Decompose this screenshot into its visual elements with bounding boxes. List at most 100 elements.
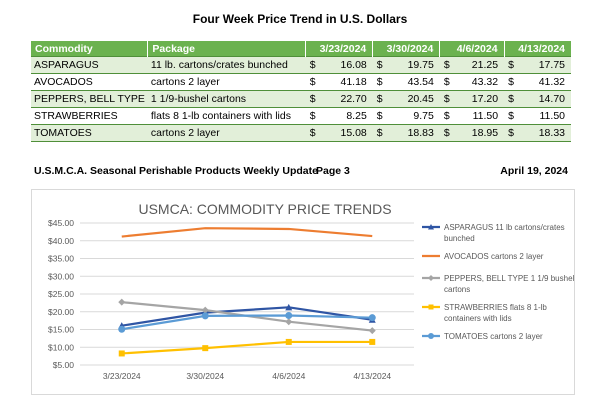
legend-marker [428,333,434,339]
publication-title: U.S.M.C.A. Seasonal Perishable Products … [34,165,318,177]
header-date: 3/23/2024 [305,41,373,57]
currency-symbol: $ [504,73,524,91]
x-tick-label: 4/6/2024 [272,371,305,381]
price-table: Commodity Package 3/23/2024 3/30/2024 4/… [31,41,571,142]
data-point [118,298,126,306]
publication-date: April 19, 2024 [500,165,568,177]
legend-entry: ASPARAGUS 11 lb cartons/crates bunched [444,223,565,243]
currency-symbol: $ [305,107,326,125]
data-point [285,338,292,345]
price-cell: 17.75 [523,56,571,74]
price-cell: 18.33 [523,124,571,142]
package-cell: cartons 2 layer [147,124,306,142]
price-cell: 18.95 [458,124,505,142]
package-cell: cartons 2 layer [147,73,306,91]
price-cell: 43.32 [458,73,505,91]
y-tick-label: $15.00 [48,325,74,335]
currency-symbol: $ [439,90,459,108]
series-line [121,227,373,238]
y-tick-label: $25.00 [48,289,74,299]
currency-symbol: $ [305,73,326,91]
y-tick-label: $35.00 [48,254,74,264]
currency-symbol: $ [372,124,393,142]
table-header-row: Commodity Package 3/23/2024 3/30/2024 4/… [31,41,571,57]
chart-canvas: USMCA: COMMODITY PRICE TRENDS $5.00 $10.00… [48,201,574,381]
table-row: PEPPERS, BELL TYPE 1 1/9-bushel cartons … [31,90,571,108]
y-tick-label: $30.00 [48,271,74,281]
table-row: AVOCADOS cartons 2 layer $ 41.18 $ 43.54… [31,73,571,91]
legend-marker [428,224,434,230]
currency-symbol: $ [305,90,326,108]
currency-symbol: $ [504,124,524,142]
header-commodity: Commodity [31,41,148,57]
table-row: STRAWBERRIES flats 8 1-lb containers wit… [31,107,571,125]
price-cell: 20.45 [392,90,440,108]
data-point [118,325,126,333]
y-tick-label: $40.00 [48,236,74,246]
data-point [202,345,209,352]
series-line [121,314,373,331]
data-point [201,312,209,320]
y-tick-label: $10.00 [48,342,74,352]
price-cell: 16.08 [325,56,373,74]
chart-title: USMCA: COMMODITY PRICE TRENDS [138,201,391,217]
currency-symbol: $ [439,107,459,125]
header-date: 4/13/2024 [503,41,571,57]
package-cell: 11 lb. cartons/crates bunched [147,56,306,74]
x-tick-label: 4/13/2024 [353,371,391,381]
y-tick-label: $45.00 [48,218,74,228]
series-line [121,306,373,327]
package-cell: 1 1/9-bushel cartons [147,90,306,108]
page-number: Page 3 [316,165,350,177]
data-point [201,306,209,314]
legend-entry: TOMATOES cartons 2 layer [444,332,543,341]
series-line [121,340,373,355]
table-row: TOMATOES cartons 2 layer $ 15.08 $ 18.83… [31,124,571,142]
commodity-cell: STRAWBERRIES [31,107,148,125]
currency-symbol: $ [372,107,393,125]
x-tick-label: 3/30/2024 [186,371,224,381]
commodity-cell: AVOCADOS [31,73,148,91]
price-cell: 17.20 [458,90,505,108]
price-trend-chart: USMCA: COMMODITY PRICE TRENDS $5.00 $10.00… [31,189,575,395]
price-cell: 8.25 [325,107,373,125]
commodity-cell: TOMATOES [31,124,148,142]
currency-symbol: $ [372,73,393,91]
legend-entry: AVOCADOS cartons 2 layer [444,252,544,261]
currency-symbol: $ [504,56,524,74]
y-tick-label: $20.00 [48,307,74,317]
data-point [368,327,376,335]
price-cell: 14.70 [523,90,571,108]
data-point [118,350,125,357]
currency-symbol: $ [439,56,459,74]
data-point [285,303,293,311]
header-package: Package [147,41,306,57]
price-cell: 18.83 [392,124,440,142]
currency-symbol: $ [439,73,459,91]
legend-marker [428,275,434,281]
header-date: 3/30/2024 [372,41,440,57]
y-tick-label: $5.00 [53,360,75,370]
currency-symbol: $ [439,124,459,142]
commodity-cell: PEPPERS, BELL TYPE [31,90,148,108]
currency-symbol: $ [372,90,393,108]
price-cell: 11.50 [458,107,505,125]
price-cell: 9.75 [392,107,440,125]
price-cell: 15.08 [325,124,373,142]
currency-symbol: $ [305,124,326,142]
currency-symbol: $ [504,107,524,125]
data-point [285,311,293,319]
data-point [369,338,376,345]
data-point [285,318,293,326]
legend-entry: STRAWBERRIES flats 8 1-lb containers with… [444,303,547,323]
data-point [368,314,376,322]
commodity-cell: ASPARAGUS [31,56,148,74]
legend-entry: PEPPERS, BELL TYPE 1 1/9 bushel cartons [444,274,574,294]
report-title: Four Week Price Trend in U.S. Dollars [192,12,408,26]
price-cell: 43.54 [392,73,440,91]
price-cell: 21.25 [458,56,505,74]
table-row: ASPARAGUS 11 lb. cartons/crates bunched … [31,56,571,74]
x-tick-label: 3/23/2024 [103,371,141,381]
price-cell: 19.75 [392,56,440,74]
currency-symbol: $ [305,56,326,74]
